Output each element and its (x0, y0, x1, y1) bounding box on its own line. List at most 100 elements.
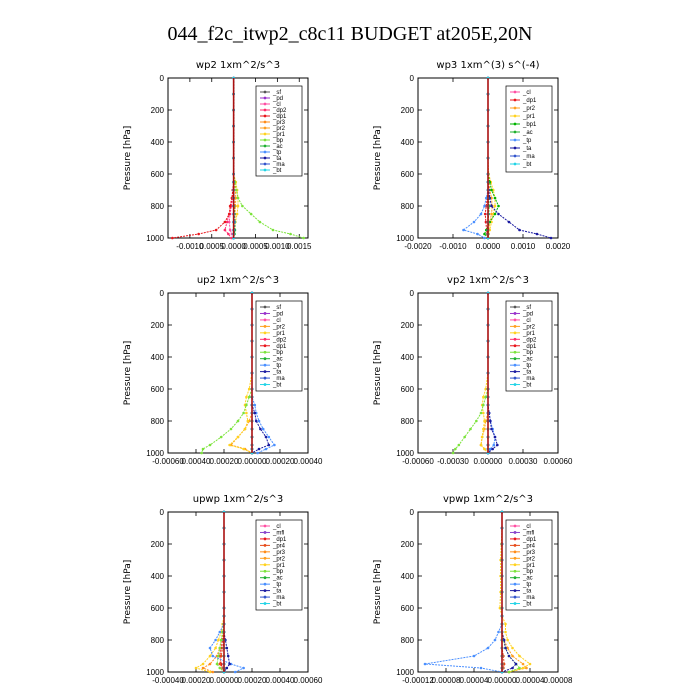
legend-label: _pr1 (272, 331, 286, 337)
legend-marker (513, 602, 517, 605)
data-point (493, 196, 497, 200)
legend-label: _bp1 (522, 122, 537, 128)
data-point (261, 427, 265, 431)
data-point (201, 662, 205, 666)
data-point (226, 654, 230, 658)
legend-label: _mfl (522, 530, 534, 536)
data-point (493, 435, 497, 439)
y-tick-label: 600 (401, 170, 415, 179)
data-point (234, 188, 238, 192)
legend-marker (513, 589, 517, 593)
y-tick-label: 400 (151, 572, 165, 581)
x-tick-label: 0.00000 (488, 676, 517, 685)
y-tick-label: 0 (410, 508, 415, 517)
data-point (257, 447, 261, 451)
legend-label: _ma (272, 162, 285, 168)
x-tick-label: 0.00040 (182, 457, 211, 466)
legend-marker (263, 556, 267, 560)
legend-marker (263, 350, 267, 354)
legend-marker (513, 357, 517, 361)
data-point (482, 395, 485, 399)
legend-marker (263, 383, 267, 386)
legend: _sf_pd_cl_dp2_dp1_pr3_pr2_pr1_bp_ac_tp_t… (255, 85, 303, 177)
data-point (482, 411, 485, 415)
y-tick-label: 1000 (396, 234, 414, 243)
y-tick-label: 400 (151, 353, 165, 362)
data-point (215, 662, 219, 666)
data-point (483, 212, 487, 216)
data-point (475, 419, 478, 423)
legend-marker (513, 569, 517, 573)
data-point (229, 427, 233, 431)
data-point (201, 447, 205, 451)
legend-box (255, 85, 303, 177)
legend-label: _pd (272, 311, 283, 317)
legend: _sf_pd_cl_pr2_pr1_dp2_dp1_bp_ac_tp_ta_ma… (505, 300, 553, 392)
data-point (208, 662, 212, 666)
y-tick-label: 200 (401, 321, 415, 330)
y-tick-label: 1000 (146, 449, 164, 458)
y-tick-label: 0 (160, 508, 165, 517)
data-point (236, 435, 240, 439)
y-axis-label: Pressure [hPa] (373, 560, 383, 625)
panel-title: vp2 1xm^2/s^3 (447, 275, 529, 286)
series-line-pr1 (228, 293, 253, 454)
x-tick-label: -0.0020 (404, 242, 432, 251)
data-point (264, 435, 268, 439)
data-point (504, 630, 507, 634)
data-point (245, 411, 248, 415)
legend-marker (263, 305, 267, 309)
data-point (483, 204, 486, 208)
legend-label: _ac (272, 576, 283, 582)
legend-marker (513, 531, 517, 534)
x-tick-label: -0.00030 (437, 457, 469, 466)
legend-marker (513, 543, 517, 547)
legend-label: _dp1 (522, 98, 537, 104)
legend-label: _ta (522, 370, 532, 376)
legend-marker (513, 324, 517, 328)
legend-label: _pr3 (272, 120, 286, 126)
data-point (171, 236, 174, 240)
legend-label: _pd (272, 96, 283, 102)
legend-label: _bt (522, 602, 532, 608)
data-point (217, 654, 220, 658)
data-point (454, 447, 457, 451)
data-point (289, 232, 292, 236)
panel-title: wp3 1xm^(3) s^(-4) (436, 60, 539, 71)
data-point (228, 662, 231, 666)
legend-label: _ta (272, 370, 282, 376)
data-point (243, 427, 247, 431)
data-point (208, 646, 212, 650)
data-point (218, 666, 222, 670)
data-point (208, 443, 212, 447)
y-tick-label: 400 (401, 572, 415, 581)
legend-marker (513, 576, 517, 580)
data-point (463, 435, 466, 439)
legend-marker (263, 102, 267, 106)
legend-label: _cl (272, 318, 281, 324)
y-tick-label: 400 (401, 138, 415, 147)
legend-label: _ac (272, 144, 283, 150)
legend-label: _dp2 (272, 337, 287, 343)
data-point (457, 443, 461, 447)
data-point (507, 654, 511, 658)
data-point (497, 204, 500, 208)
data-point (236, 419, 240, 423)
y-axis-label: Pressure [hPa] (373, 341, 383, 406)
x-tick-label: 0.00040 (266, 676, 295, 685)
legend-label: _dp1 (522, 344, 537, 350)
legend-marker (513, 90, 517, 94)
legend-label: _cl (522, 524, 531, 530)
chart-panel-2: wp3 1xm^(3) s^(-4) Pressure [hPa] 0 200 400 6… (373, 60, 571, 251)
data-point (492, 443, 496, 447)
legend-marker (263, 337, 267, 341)
legend-label: _ta (522, 146, 532, 152)
chart-panel-6: vpwp 1xm^2/s^3 Pressure [hPa] 0 200 400 600 80… (373, 494, 573, 685)
legend-label: _ma (272, 595, 285, 601)
x-tick-label: -0.00060 (152, 457, 184, 466)
y-tick-label: 200 (401, 540, 415, 549)
panel-title: upwp 1xm^2/s^3 (193, 494, 283, 505)
data-point (225, 220, 229, 224)
panels: wp2 1xm^2/s^3 Pressure [hPa] 0 200 400 600 800… (123, 60, 573, 685)
data-point (423, 662, 427, 666)
